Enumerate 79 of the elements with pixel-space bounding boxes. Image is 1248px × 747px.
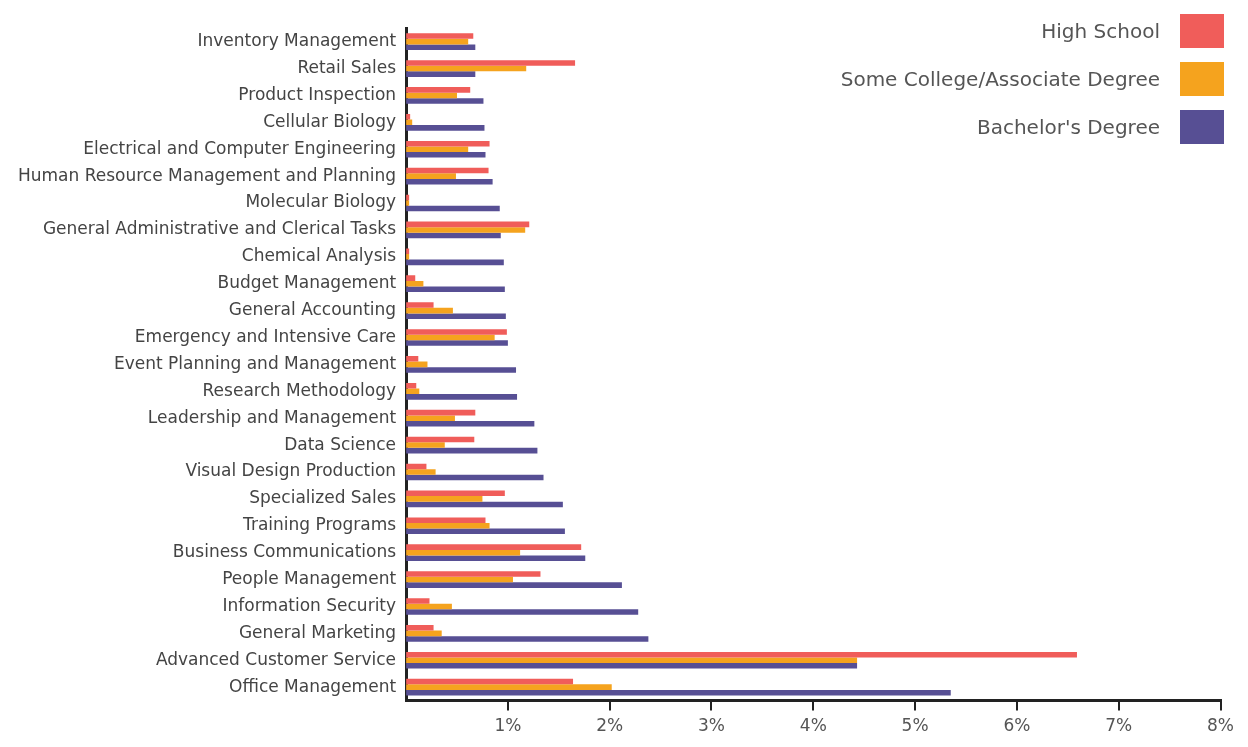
y-tick-label: Office Management	[229, 675, 397, 696]
bar	[406, 496, 483, 502]
y-tick-label: General Administrative and Clerical Tasks	[42, 218, 397, 239]
y-tick-label: Event Planning and Management	[113, 352, 397, 373]
bar	[406, 442, 445, 448]
y-tick-label: Electrical and Computer Engineering	[83, 137, 397, 158]
x-tick-label: 2%	[596, 715, 624, 736]
bar	[406, 382, 417, 389]
y-tick-label: Molecular Biology	[245, 191, 397, 212]
y-tick-label: Human Resource Management and Planning	[17, 164, 397, 185]
y-tick-label: Data Science	[284, 433, 397, 454]
y-tick-label: Visual Design Production	[185, 460, 397, 481]
bar	[406, 125, 485, 131]
bar	[406, 87, 471, 93]
bar	[406, 663, 858, 669]
bar	[406, 609, 639, 615]
bar	[406, 625, 434, 631]
bar	[406, 689, 951, 696]
y-tick-label: Emergency and Intensive Care	[134, 325, 397, 346]
bar	[406, 302, 434, 308]
y-tick-label: General Marketing	[238, 621, 397, 642]
x-tick-label: 3%	[698, 715, 725, 736]
y-tick-label: Chemical Analysis	[241, 245, 397, 266]
bar	[406, 152, 486, 158]
bar	[406, 544, 582, 550]
y-tick-label: Leadership and Management	[147, 406, 397, 427]
bar	[406, 356, 419, 362]
y-tick-label: Specialized Sales	[249, 487, 397, 508]
y-tick-label: Advanced Customer Service	[155, 648, 397, 669]
bar	[406, 275, 416, 281]
y-tick-label: Information Security	[222, 594, 397, 615]
bar	[406, 523, 490, 529]
y-tick-label: Training Programs	[242, 514, 397, 535]
legend-label: Some College/Associate Degree	[840, 67, 1160, 91]
bar	[406, 636, 649, 642]
bar	[406, 420, 535, 427]
bar	[406, 684, 612, 690]
bar	[406, 474, 544, 481]
x-tick-label: 1%	[494, 715, 522, 736]
bar	[406, 173, 456, 179]
y-tick-label: Inventory Management	[197, 30, 397, 51]
legend-label: High School	[1041, 19, 1160, 43]
bar	[406, 555, 586, 562]
bar	[406, 71, 476, 77]
bar	[406, 571, 541, 577]
y-tick-label: Product Inspection	[238, 83, 397, 104]
bar	[406, 60, 576, 66]
x-tick-label: 5%	[901, 715, 929, 736]
bar	[406, 517, 486, 523]
x-tick-label: 7%	[1105, 715, 1133, 736]
bar	[406, 167, 489, 174]
bar	[406, 598, 430, 604]
x-tick-label: 8%	[1207, 715, 1235, 736]
y-tick-label: Cellular Biology	[263, 110, 397, 131]
bar	[406, 33, 474, 39]
legend-label: Bachelor's Degree	[976, 115, 1160, 139]
bar	[406, 367, 517, 373]
bar	[406, 469, 436, 475]
y-tick-label: Budget Management	[217, 272, 397, 293]
bar	[406, 415, 455, 421]
x-tick-label: 6%	[1003, 715, 1031, 736]
bar	[406, 651, 1077, 658]
bar	[406, 98, 484, 104]
bar	[406, 657, 858, 664]
bar	[406, 44, 476, 50]
bar	[406, 313, 506, 319]
y-tick-label: General Accounting	[228, 299, 397, 320]
bar	[406, 146, 469, 153]
bar	[406, 394, 518, 400]
y-tick-label: Retail Sales	[297, 56, 397, 77]
bar	[406, 340, 508, 346]
bar	[406, 329, 507, 335]
y-tick-label: Business Communications	[172, 541, 397, 562]
y-tick-label: Research Methodology	[202, 379, 397, 400]
bar	[406, 286, 505, 293]
y-tick-label: People Management	[222, 567, 397, 588]
bar	[406, 227, 526, 233]
bar	[406, 582, 622, 588]
x-tick-label: 4%	[799, 715, 827, 736]
